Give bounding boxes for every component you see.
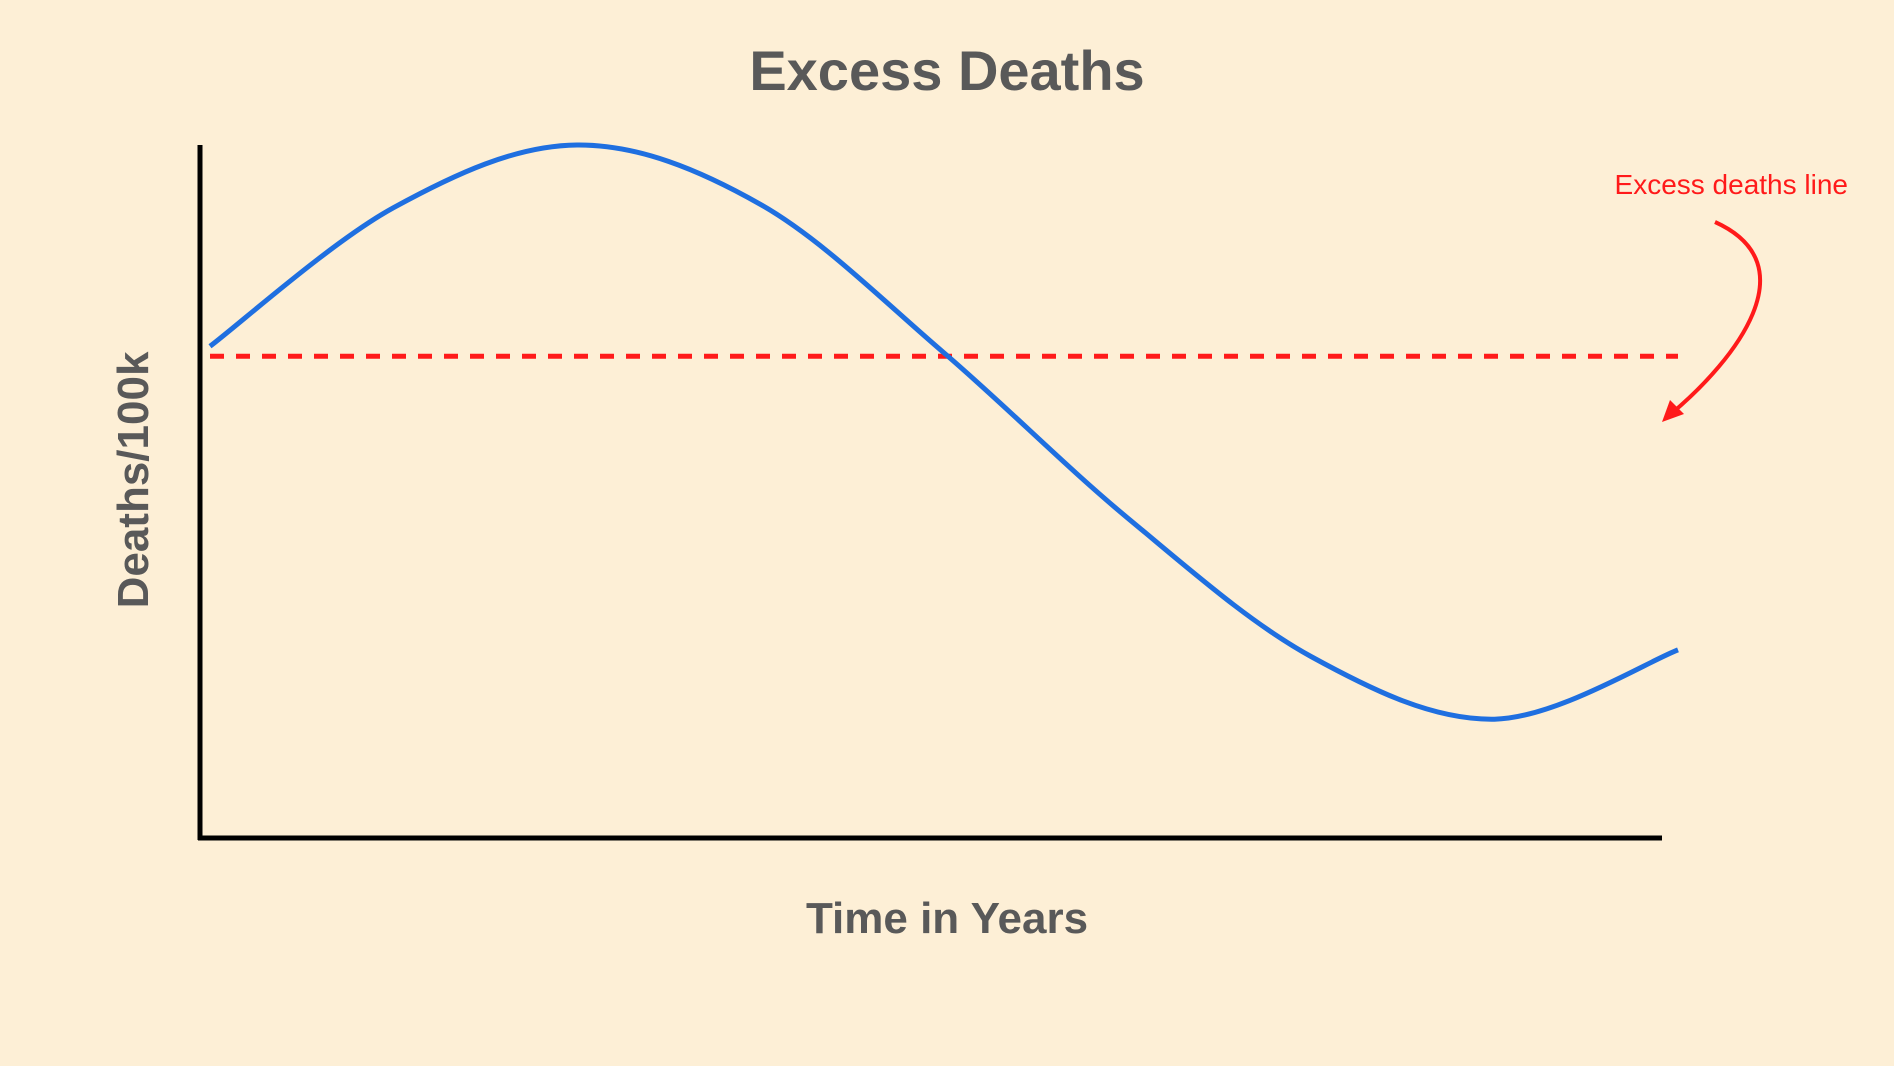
series-line xyxy=(208,142,1679,722)
chart-title: Excess Deaths xyxy=(749,39,1144,102)
annotation-arrow-head xyxy=(1662,400,1684,422)
y-axis-label: Deaths/100k xyxy=(109,351,158,608)
annotation-arrow-curve xyxy=(1670,220,1763,415)
excess-deaths-annotation-label: Excess deaths line xyxy=(1615,169,1848,200)
x-axis-label: Time in Years xyxy=(806,894,1088,943)
series-points xyxy=(207,142,1681,722)
